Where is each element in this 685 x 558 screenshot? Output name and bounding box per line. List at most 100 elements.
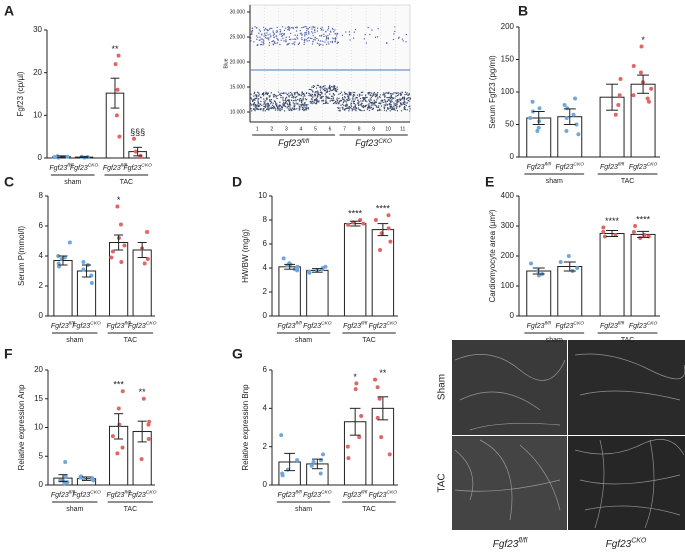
- droplet: [257, 104, 259, 106]
- x-tick-label: 7: [343, 126, 346, 132]
- data-point: [378, 248, 383, 252]
- data-point: [558, 260, 563, 264]
- data-point: [146, 437, 151, 441]
- group-label: TAC: [621, 337, 634, 344]
- data-point: [113, 62, 118, 67]
- droplet: [272, 40, 275, 42]
- droplet: [400, 110, 403, 112]
- droplet: [401, 98, 403, 100]
- droplet: [342, 103, 344, 105]
- droplet: [264, 34, 266, 36]
- gene-name: Fgf23: [72, 323, 90, 330]
- droplet: [269, 107, 271, 109]
- droplet: [335, 87, 337, 90]
- genotype-sup: fl/fl: [545, 321, 552, 327]
- droplet: [279, 43, 281, 46]
- droplet: [361, 105, 363, 108]
- x-tick-label: 5: [314, 126, 317, 132]
- droplet: [335, 100, 337, 103]
- y-tick-label: 2: [263, 442, 268, 451]
- droplet: [316, 84, 319, 86]
- y-tick-label: 20: [34, 365, 43, 374]
- droplet: [372, 102, 374, 105]
- y-tick-label: 6: [39, 221, 44, 230]
- droplet: [319, 95, 321, 97]
- droplet: [386, 104, 388, 106]
- droplet: [371, 108, 373, 110]
- droplet: [373, 94, 375, 96]
- droplet: [348, 93, 350, 95]
- data-point: [78, 475, 83, 480]
- droplet: [274, 108, 276, 110]
- droplet: [320, 29, 322, 31]
- data-point: [387, 452, 392, 457]
- droplet: [329, 100, 331, 102]
- droplet: [279, 31, 281, 33]
- data-point: [145, 257, 150, 261]
- droplet: [332, 102, 335, 105]
- droplet: [272, 40, 274, 42]
- droplet: [311, 37, 313, 40]
- droplet: [320, 35, 322, 37]
- droplet: [289, 39, 292, 41]
- droplet: [311, 28, 313, 30]
- droplet: [250, 104, 252, 106]
- droplet: [337, 107, 340, 109]
- droplet: [311, 26, 313, 28]
- droplet: [279, 107, 281, 109]
- droplet: [328, 88, 331, 90]
- droplet: [307, 27, 309, 30]
- droplet: [399, 99, 401, 102]
- data-point: [115, 451, 120, 456]
- droplet: [368, 106, 370, 108]
- droplet: [344, 100, 346, 102]
- bar: [599, 233, 625, 317]
- droplet: [285, 36, 287, 38]
- data-point: [618, 77, 623, 81]
- droplet: [343, 100, 345, 102]
- data-point: [536, 269, 541, 273]
- image-tac-cko: [568, 436, 685, 530]
- droplet: [267, 37, 269, 39]
- data-point: [631, 64, 636, 68]
- droplet: [292, 97, 295, 99]
- droplet: [297, 93, 299, 95]
- genotype-label: Fgf23fl/fl: [49, 163, 74, 172]
- data-point: [116, 53, 121, 58]
- droplet: [401, 97, 404, 100]
- droplet: [353, 103, 356, 105]
- x-tick-label: 6: [329, 126, 332, 132]
- droplet: [383, 99, 386, 101]
- droplet: [309, 101, 311, 103]
- droplet: [253, 95, 255, 97]
- droplet: [376, 95, 378, 97]
- genotype-sup: fl/fl: [124, 490, 131, 496]
- droplet: [365, 104, 367, 107]
- droplet: [403, 103, 405, 105]
- droplet: [347, 95, 349, 97]
- y-axis-label: Relative expression Anp: [17, 384, 26, 470]
- droplet: [386, 92, 388, 94]
- droplet: [302, 103, 304, 105]
- droplet: [374, 36, 377, 38]
- droplet: [296, 36, 298, 38]
- droplet: [313, 39, 315, 41]
- significance: *: [641, 35, 645, 45]
- droplet: [266, 107, 269, 109]
- droplet: [287, 43, 289, 45]
- droplet: [376, 106, 378, 108]
- data-point: [62, 481, 67, 486]
- data-point: [386, 213, 391, 218]
- droplet: [387, 108, 389, 110]
- droplet: [366, 96, 368, 98]
- droplet: [259, 103, 261, 105]
- droplet: [262, 39, 265, 41]
- droplet: [363, 105, 366, 108]
- droplet: [318, 43, 320, 45]
- droplet: [296, 92, 298, 94]
- data-point: [139, 457, 144, 462]
- droplet: [369, 92, 371, 94]
- droplet: [340, 104, 342, 106]
- bar: [306, 269, 329, 317]
- droplet: [325, 98, 327, 100]
